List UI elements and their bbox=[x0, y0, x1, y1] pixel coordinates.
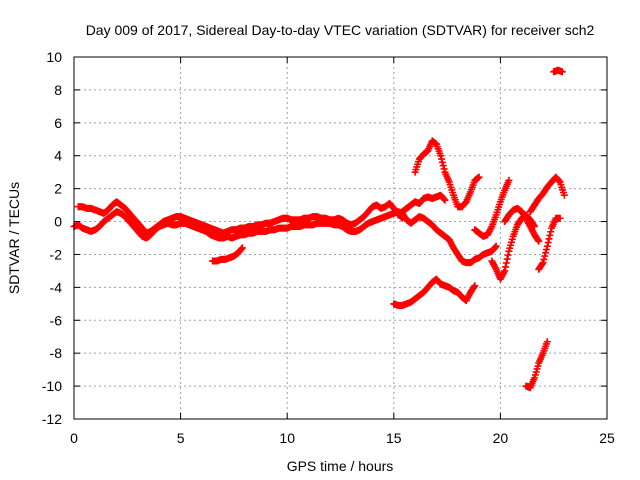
data-series bbox=[526, 173, 568, 216]
data-point-fill bbox=[542, 249, 550, 257]
data-point-fill bbox=[502, 263, 510, 271]
data-point-fill bbox=[555, 177, 563, 185]
data-series bbox=[74, 198, 406, 237]
data-point-fill bbox=[503, 255, 511, 263]
y-tick-label: 8 bbox=[54, 82, 62, 98]
data-series bbox=[550, 66, 566, 76]
plot-frame bbox=[73, 56, 608, 420]
chart-title: Day 009 of 2017, Sidereal Day-to-day VTE… bbox=[86, 22, 595, 38]
data-point bbox=[238, 244, 246, 252]
data-point-fill bbox=[439, 162, 447, 170]
data-point bbox=[556, 214, 564, 222]
y-tick-label: -8 bbox=[50, 345, 63, 361]
data-point bbox=[560, 191, 568, 199]
data-point bbox=[543, 338, 551, 346]
data-series bbox=[394, 191, 449, 219]
data-series bbox=[209, 244, 246, 265]
data-series bbox=[522, 338, 551, 392]
data-point bbox=[471, 282, 479, 290]
y-tick-label: -12 bbox=[42, 411, 62, 427]
data-point-fill bbox=[545, 235, 553, 243]
y-tick-label: -6 bbox=[50, 312, 63, 328]
data-point-fill bbox=[544, 239, 552, 247]
y-tick-label: 10 bbox=[46, 49, 62, 65]
grid bbox=[74, 57, 607, 419]
data-point-fill bbox=[470, 283, 478, 291]
data-point-fill bbox=[440, 165, 448, 173]
y-tick-label: -2 bbox=[50, 246, 63, 262]
data-point-fill bbox=[491, 243, 499, 251]
data-point bbox=[398, 214, 406, 222]
y-tick-label: 4 bbox=[54, 148, 62, 164]
x-tick-label: 25 bbox=[599, 430, 615, 446]
data-point-fill bbox=[438, 155, 446, 163]
data-series bbox=[390, 275, 479, 309]
data-point-fill bbox=[542, 246, 550, 254]
data-point-fill bbox=[540, 255, 548, 263]
data-point bbox=[539, 259, 547, 267]
data-point-fill bbox=[546, 231, 554, 239]
x-tick-label: 0 bbox=[70, 430, 78, 446]
y-tick-label: 2 bbox=[54, 181, 62, 197]
data-point bbox=[505, 176, 513, 184]
data-point-fill bbox=[238, 245, 246, 253]
data-point-fill bbox=[440, 195, 448, 203]
data-series bbox=[471, 176, 513, 240]
y-tick-label: 0 bbox=[54, 214, 62, 230]
data-point bbox=[492, 242, 500, 250]
data-point bbox=[441, 196, 449, 204]
data-point bbox=[475, 173, 483, 181]
x-tick-label: 5 bbox=[177, 430, 185, 446]
data-point-fill bbox=[502, 259, 510, 267]
x-tick-label: 10 bbox=[279, 430, 295, 446]
x-axis-label: GPS time / hours bbox=[287, 458, 394, 474]
y-axis-label: SDTVAR / TECUs bbox=[6, 182, 22, 294]
data-point bbox=[501, 267, 509, 275]
data-series bbox=[535, 214, 564, 273]
data-series bbox=[501, 204, 543, 245]
data-point bbox=[437, 152, 445, 160]
data-point-fill bbox=[538, 260, 546, 268]
y-tick-label: 6 bbox=[54, 115, 62, 131]
data-series bbox=[411, 137, 483, 211]
axis-ticks: 0 5 10 15 20 25 -12 -10 -8 -6 -4 -2 0 2 4 6 8 10 bbox=[42, 49, 615, 446]
y-tick-label: -10 bbox=[42, 378, 62, 394]
x-tick-label: 20 bbox=[493, 430, 509, 446]
data-marks bbox=[70, 66, 568, 392]
data-point-fill bbox=[438, 158, 446, 166]
data-point bbox=[558, 68, 566, 76]
data-point-fill bbox=[504, 251, 512, 259]
data-point bbox=[535, 237, 543, 245]
data-series bbox=[70, 208, 500, 267]
x-tick-label: 15 bbox=[386, 430, 402, 446]
data-point bbox=[543, 242, 551, 250]
data-point-fill bbox=[547, 228, 555, 236]
y-tick-label: -4 bbox=[50, 279, 63, 295]
data-point-fill bbox=[541, 252, 549, 260]
data-point-fill bbox=[534, 236, 542, 244]
